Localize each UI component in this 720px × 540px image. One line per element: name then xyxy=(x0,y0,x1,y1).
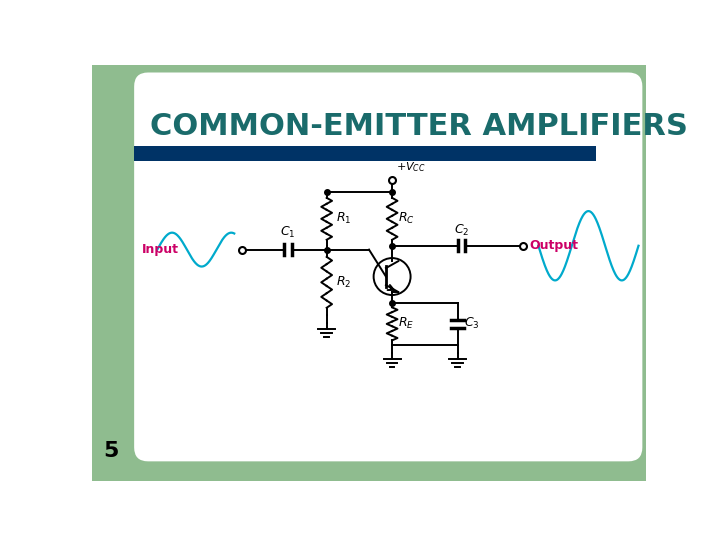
Text: $C_3$: $C_3$ xyxy=(464,316,480,332)
Text: $R_E$: $R_E$ xyxy=(398,316,415,332)
Text: $R_C$: $R_C$ xyxy=(398,211,415,226)
Text: $C_1$: $C_1$ xyxy=(280,225,296,240)
Text: Input: Input xyxy=(142,243,179,256)
Bar xyxy=(134,146,596,161)
Text: COMMON-EMITTER AMPLIFIERS: COMMON-EMITTER AMPLIFIERS xyxy=(150,112,688,141)
Text: $R_2$: $R_2$ xyxy=(336,275,351,290)
Text: $+V_{CC}$: $+V_{CC}$ xyxy=(396,160,426,174)
Text: 5: 5 xyxy=(104,441,119,461)
Text: $R_1$: $R_1$ xyxy=(336,211,351,226)
FancyBboxPatch shape xyxy=(134,72,642,461)
Text: Output: Output xyxy=(529,239,578,252)
Text: $C_2$: $C_2$ xyxy=(454,223,469,238)
